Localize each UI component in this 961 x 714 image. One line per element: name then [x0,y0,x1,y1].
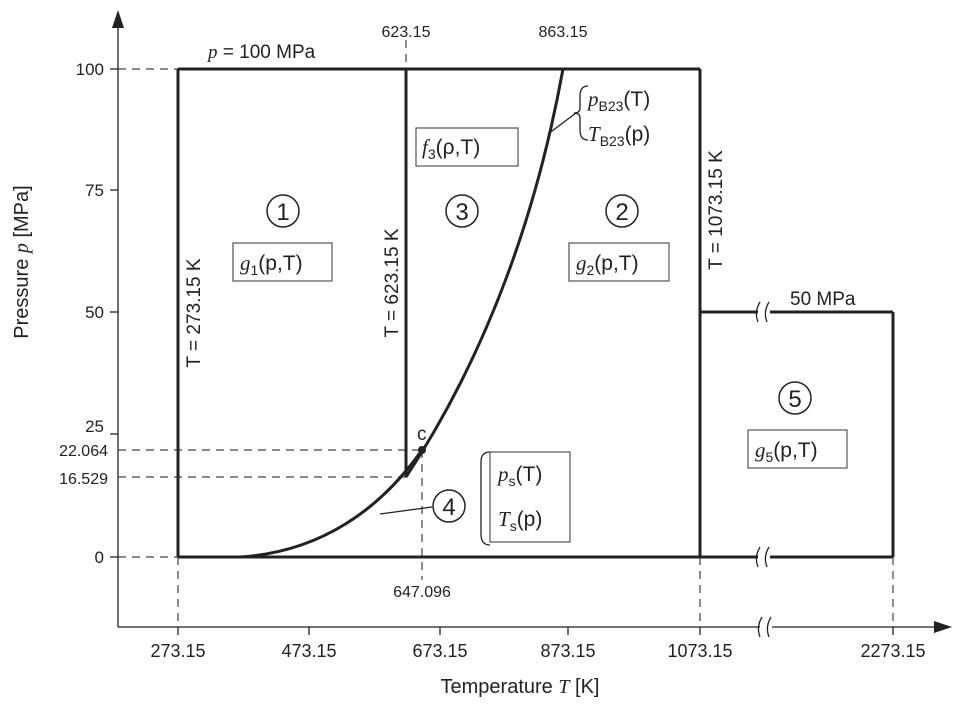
region-5-box [747,429,848,469]
p100-label: p = 100 MPa [206,42,316,63]
x-tick-label: 873.15 [540,641,595,661]
p50-break [755,301,770,323]
saturation-pressure-function: ps(T) [496,462,542,489]
region-2-function: g2(p,T) [576,251,639,278]
region-2: 2 g2(p,T) [568,194,670,282]
x-tick-label: 473.15 [281,641,336,661]
x-tick-labels: 273.15 473.15 673.15 873.15 1073.15 2273… [150,641,925,661]
critical-point-label: c [417,424,427,445]
t1073-label: T = 1073.15 K [706,150,727,270]
region-5-function: g5(p,T) [755,438,818,465]
region-1-box [232,242,333,282]
region-3: 3 f3(ρ,T) [415,127,519,228]
x-axis-arrow [934,621,952,633]
y-tick-label: 75 [85,181,104,200]
region-2-number: 2 [615,199,628,226]
region-5-number: 5 [788,386,801,413]
region-1-function: g1(p,T) [240,251,303,278]
x-tick-label: 673.15 [412,641,467,661]
top-mark-623: 623.15 [382,24,431,41]
x-tick-label: 1073.15 [667,641,732,661]
region-boundaries [176,67,895,568]
region-2-box [568,242,670,282]
y-tick-label: 25 [85,417,104,436]
t273-label: T = 273.15 K [184,258,205,367]
x-axis-title: Temperature T [K] [441,676,600,698]
axes [110,10,952,638]
region-1: 1 g1(p,T) [232,194,333,282]
x-tick-label: 2273.15 [860,641,925,661]
y-tick-label: 0 [95,548,104,567]
b23-pressure-function: pB23(T) [586,87,650,114]
critical-temperature-label: 647.096 [393,584,451,601]
p50-label: 50 MPa [790,289,856,310]
top-mark-863: 863.15 [539,24,588,41]
p0-break [755,546,770,568]
region-1-number: 1 [276,199,289,226]
y-critical-pressure-label: 22.064 [59,443,108,460]
region-5: 5 g5(p,T) [747,381,848,469]
y-axis-title: Pressure p [MPa] [11,185,33,338]
x-axis-break [757,616,772,638]
critical-point [418,446,426,454]
y-tick-label: 100 [76,60,104,79]
y-tick-labels: 0 25 50 75 100 22.064 16.529 [59,60,108,567]
guide-lines [118,40,894,627]
saturation-temperature-function: Ts(p) [498,507,542,534]
region-3-function: f3(ρ,T) [422,135,480,162]
y-tick-label: 50 [85,303,104,322]
saturation-box [489,451,571,543]
x-tick-label: 273.15 [150,641,205,661]
t623-label: T = 623.15 K [382,228,403,337]
y-b23-pressure-label: 16.529 [59,471,108,488]
b23-label: pB23(T) TB23(p) [547,85,650,149]
region-3-number: 3 [455,199,468,226]
region-3-box [415,127,519,167]
b23-curve [404,68,565,478]
y-axis-arrow [112,10,124,28]
saturation-curve [239,449,424,559]
b23-temperature-function: TB23(p) [588,122,650,149]
region-4: 4 ps(T) Ts(p) [379,451,571,546]
region-4-number: 4 [442,494,455,521]
